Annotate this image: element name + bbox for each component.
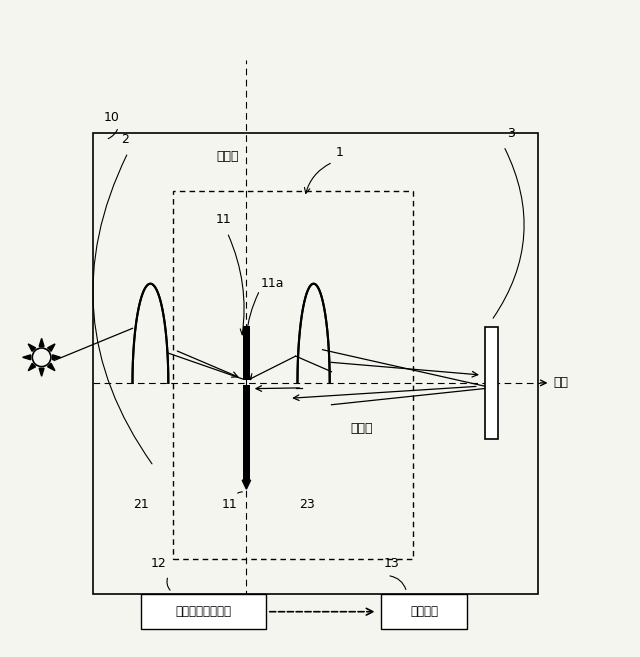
Text: 10: 10 [104,110,120,124]
Text: 制御手段: 制御手段 [410,605,438,618]
Text: 12: 12 [151,557,166,570]
Bar [173,191,413,559]
Bar [93,133,538,594]
Polygon shape [242,480,251,489]
Polygon shape [52,355,61,360]
Bar [381,594,467,629]
Text: 13: 13 [384,557,400,570]
Polygon shape [22,355,31,360]
Text: 光軸: 光軸 [553,376,568,390]
Text: 11: 11 [221,498,237,511]
Polygon shape [47,363,55,371]
Polygon shape [39,369,44,376]
Bar [243,386,250,482]
Bar [243,326,250,380]
Text: 11a: 11a [261,277,285,290]
Text: 戻り光: 戻り光 [351,422,373,435]
Text: 23: 23 [300,498,315,511]
Bar [485,327,498,439]
Polygon shape [47,344,55,351]
Polygon shape [28,344,36,351]
Text: 1: 1 [336,146,344,159]
Text: 3: 3 [507,127,515,140]
Text: 絞り羽根駆動手段: 絞り羽根駆動手段 [175,605,231,618]
Text: 11: 11 [216,213,232,226]
Bar [141,594,266,629]
Text: 21: 21 [133,498,148,511]
Text: 瞳位置: 瞳位置 [216,150,239,164]
Polygon shape [39,338,44,346]
Polygon shape [28,363,36,371]
Text: 2: 2 [121,133,129,146]
